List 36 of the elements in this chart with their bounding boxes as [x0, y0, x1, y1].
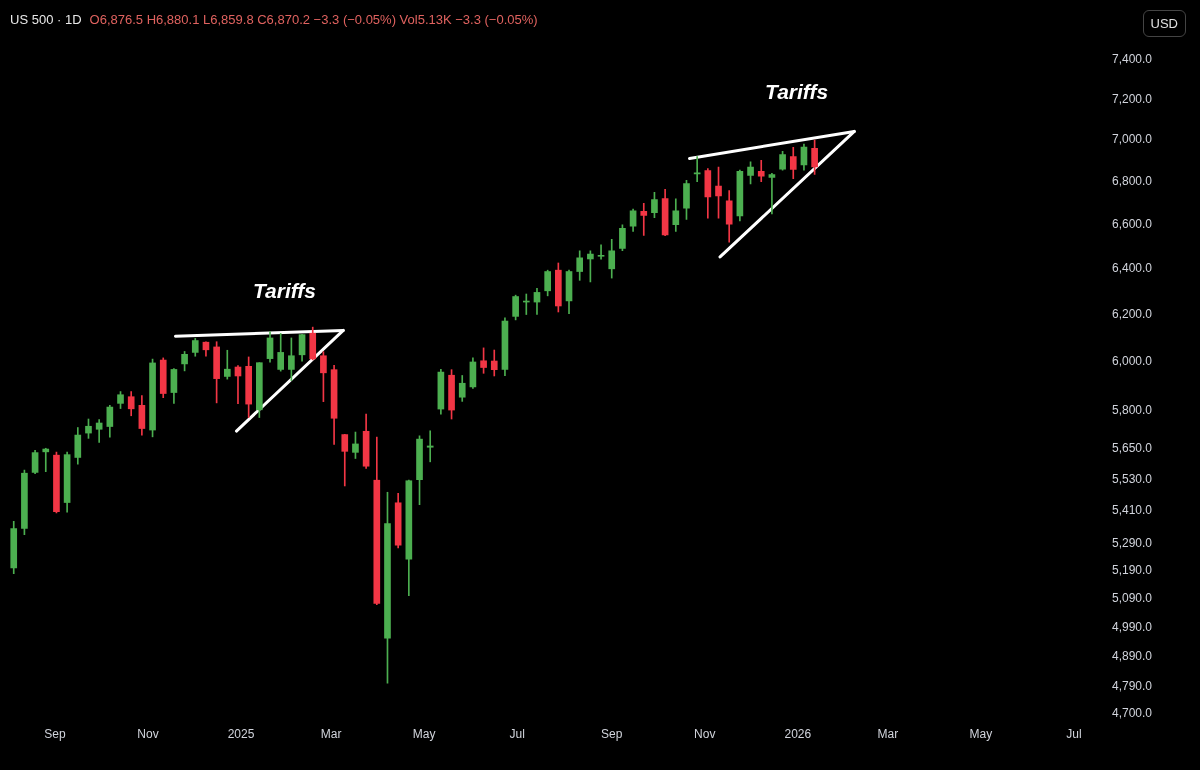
y-tick-label: 7,400.0: [1111, 52, 1153, 67]
y-tick-label: 7,000.0: [1111, 132, 1153, 147]
y-tick-label: 4,890.0: [1111, 648, 1153, 663]
y-tick-label: 6,600.0: [1111, 217, 1153, 232]
x-tick-label: Jul: [1066, 727, 1082, 742]
annotation: Tariffs: [252, 279, 317, 303]
x-tick-label: Sep: [601, 727, 623, 742]
chart-title: US 500 · 1D: [10, 12, 82, 27]
y-tick-label: 6,400.0: [1111, 261, 1153, 276]
y-tick-label: 5,410.0: [1111, 503, 1153, 518]
y-tick-label: 4,700.0: [1111, 705, 1153, 720]
x-tick-label: May: [969, 727, 993, 742]
x-tick-label: Mar: [877, 727, 899, 742]
chart-subtitle: O6,876.5 H6,880.1 L6,859.8 C6,870.2 −3.3 (−0.05%) Vol5.13K −3.3 (−0.05%): [89, 12, 538, 27]
x-tick-label: Nov: [694, 727, 716, 742]
y-tick-label: 7,200.0: [1111, 91, 1153, 106]
annotation: Tariffs: [765, 80, 829, 104]
y-tick-label: 4,790.0: [1111, 678, 1153, 693]
y-tick-label: 6,800.0: [1111, 174, 1153, 189]
y-tick-label: 4,990.0: [1111, 619, 1153, 634]
x-tick-label: Jul: [509, 727, 525, 742]
y-axis-title: USD: [1142, 10, 1186, 37]
y-tick-label: 5,650.0: [1111, 440, 1153, 455]
x-tick-label: May: [412, 727, 436, 742]
x-tick-label: Nov: [137, 727, 159, 742]
x-tick-label: Mar: [320, 727, 342, 742]
y-tick-label: 6,200.0: [1111, 307, 1153, 322]
y-tick-label: 6,000.0: [1111, 354, 1153, 369]
y-tick-label: 5,190.0: [1111, 563, 1153, 578]
y-tick-label: 5,530.0: [1111, 471, 1153, 486]
x-tick-label: Sep: [44, 727, 66, 742]
y-tick-label: 5,090.0: [1111, 591, 1153, 606]
x-tick-label: 2025: [227, 727, 255, 742]
y-tick-label: 5,800.0: [1111, 403, 1153, 418]
x-tick-label: 2026: [784, 727, 812, 742]
y-tick-label: 5,290.0: [1111, 535, 1153, 550]
